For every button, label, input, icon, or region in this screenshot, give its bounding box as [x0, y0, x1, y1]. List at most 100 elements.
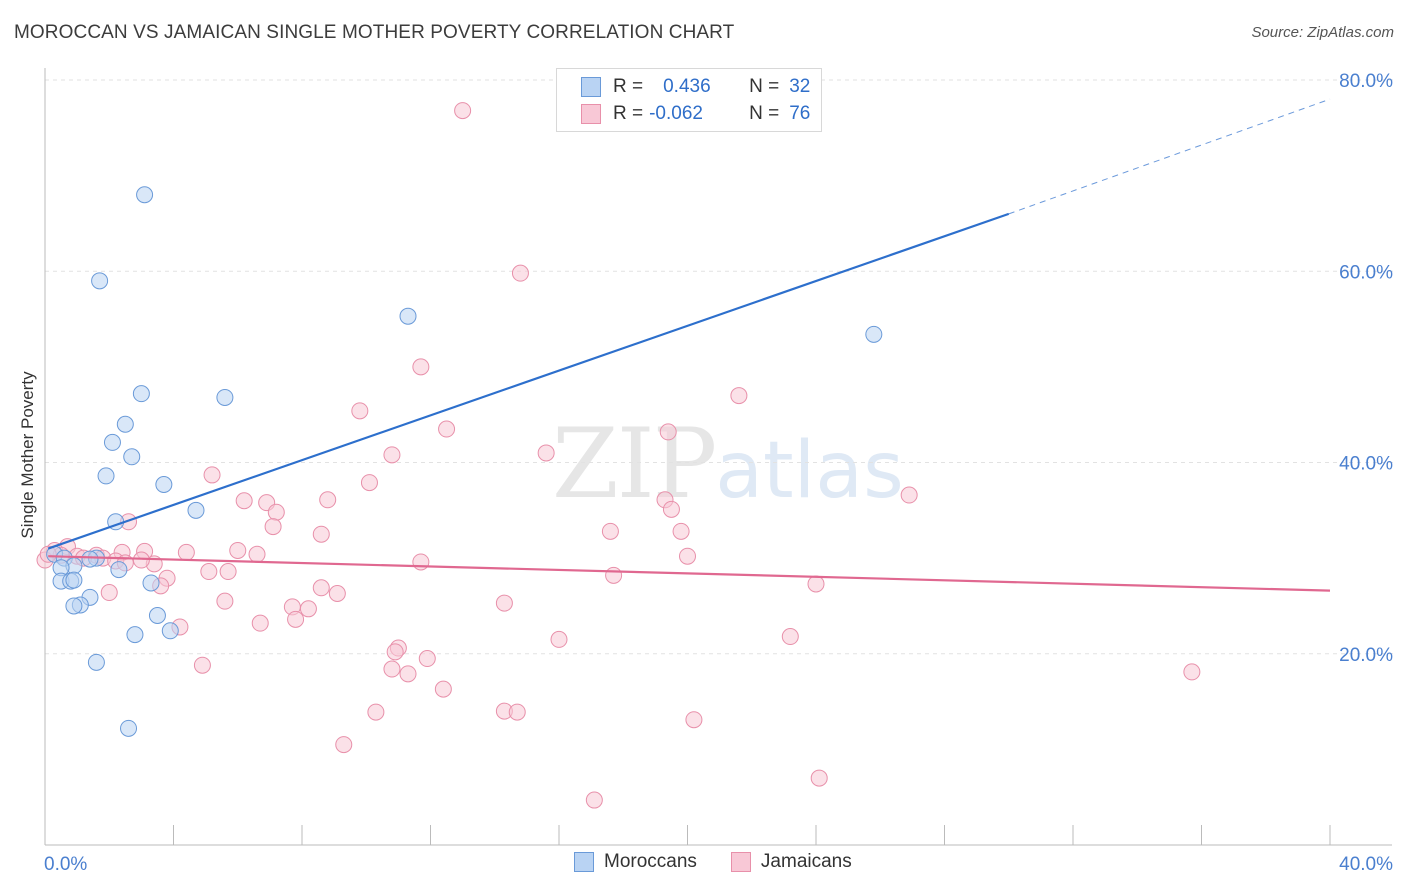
r-label: R = [613, 103, 644, 124]
jamaican-point [511, 264, 529, 282]
jamaican-point [601, 522, 619, 540]
jamaican-point [662, 500, 680, 518]
legend-row-jamaicans: R = -0.062 N = 76 [581, 101, 810, 127]
moroccan-point [155, 475, 173, 493]
jamaican-point [216, 592, 234, 610]
jamaican-point [659, 423, 677, 441]
jamaican-point [351, 402, 369, 420]
r-value: 0.436 [663, 76, 711, 97]
y-tick-label: 40.0% [1339, 454, 1393, 475]
jamaican-point [434, 680, 452, 698]
jamaican-point [605, 566, 623, 584]
n-label: N = [749, 103, 780, 124]
source-label: Source: ZipAtlas.com [1251, 24, 1394, 41]
n-value: 32 [789, 76, 811, 97]
jamaican-point [585, 791, 603, 809]
moroccan-point [148, 607, 166, 624]
jamaican-point [550, 630, 568, 648]
jamaican-point [418, 650, 436, 668]
jamaican-point [229, 541, 247, 559]
jamaican-point [248, 545, 266, 563]
jamaican-point [132, 551, 150, 569]
y-tick-label: 20.0% [1339, 645, 1393, 666]
jamaican-point [399, 665, 417, 683]
jamaican-point [810, 769, 828, 787]
x-tick-label: 0.0% [44, 854, 87, 875]
jamaican-point [219, 563, 237, 581]
moroccans-swatch [574, 852, 594, 872]
jamaican-point [177, 543, 195, 561]
jamaicans-swatch [730, 852, 751, 872]
moroccans-swatch [581, 77, 601, 97]
jamaican-point [454, 102, 472, 120]
jamaican-point [383, 446, 401, 464]
jamaican-point [367, 703, 385, 721]
legend-label-moroccans: Moroccans [604, 851, 697, 872]
jamaicans-trend-line [48, 555, 1331, 592]
series-legend: Moroccans Jamaicans [574, 851, 886, 873]
jamaican-point [287, 610, 305, 628]
y-tick-label: 60.0% [1339, 262, 1393, 283]
jamaican-point [251, 614, 269, 632]
jamaican-point [386, 643, 404, 661]
moroccan-point [136, 186, 154, 204]
jamaican-point [299, 600, 317, 618]
y-axis-label: Single Mother Poverty [18, 371, 37, 539]
jamaican-point [319, 491, 337, 509]
moroccans-trend-extension [1008, 98, 1331, 215]
jamaican-point [235, 492, 253, 510]
jamaican-point [335, 736, 353, 754]
jamaican-point [807, 575, 825, 593]
jamaican-point [679, 547, 696, 565]
stats-legend: R = 0.436 N = 32 R = -0.062 N = 76 [556, 68, 822, 132]
jamaicans-swatch [581, 104, 601, 124]
jamaican-point [328, 585, 346, 603]
moroccan-point [91, 272, 109, 290]
jamaican-point [438, 420, 456, 438]
moroccan-point [216, 388, 234, 406]
r-value: -0.062 [649, 103, 703, 124]
moroccan-point [87, 653, 105, 671]
moroccan-point [81, 550, 99, 568]
moroccan-point [116, 415, 134, 433]
jamaican-point [193, 656, 211, 674]
jamaican-point [312, 579, 330, 597]
moroccan-point [142, 574, 160, 592]
moroccan-point [110, 561, 128, 579]
watermark: ZIPatlas [552, 408, 904, 520]
watermark-atlas: atlas [715, 426, 904, 516]
moroccan-point [187, 501, 205, 519]
n-label: N = [749, 76, 780, 97]
jamaican-point [508, 703, 526, 721]
n-value: 76 [789, 103, 811, 124]
chart-title: MOROCCAN VS JAMAICAN SINGLE MOTHER POVER… [14, 22, 735, 43]
jamaican-point [264, 518, 282, 536]
jamaican-point [412, 358, 430, 376]
legend-label-jamaicans: Jamaicans [760, 851, 852, 872]
jamaican-point [100, 584, 118, 602]
moroccan-point [123, 448, 141, 466]
moroccan-point [97, 467, 115, 485]
legend-item-moroccans[interactable]: Moroccans [574, 851, 697, 873]
jamaican-point [537, 444, 555, 462]
moroccan-point [65, 571, 83, 589]
moroccan-point [399, 307, 417, 325]
moroccan-point [161, 622, 179, 640]
jamaican-point [730, 387, 748, 405]
moroccan-point [120, 719, 138, 737]
jamaican-point [312, 525, 330, 543]
y-tick-label: 80.0% [1339, 71, 1393, 92]
jamaican-point [900, 486, 918, 504]
moroccan-point [126, 626, 144, 644]
jamaican-point [672, 522, 690, 540]
r-label: R = [613, 76, 644, 97]
jamaican-point [267, 503, 285, 521]
jamaican-point [412, 553, 430, 571]
moroccan-point [103, 433, 121, 451]
moroccan-point [132, 385, 150, 403]
legend-row-moroccans: R = 0.436 N = 32 [581, 74, 810, 100]
jamaican-point [1183, 663, 1201, 681]
legend-item-jamaicans[interactable]: Jamaicans [730, 851, 852, 873]
moroccans-trend-line [47, 212, 1010, 550]
